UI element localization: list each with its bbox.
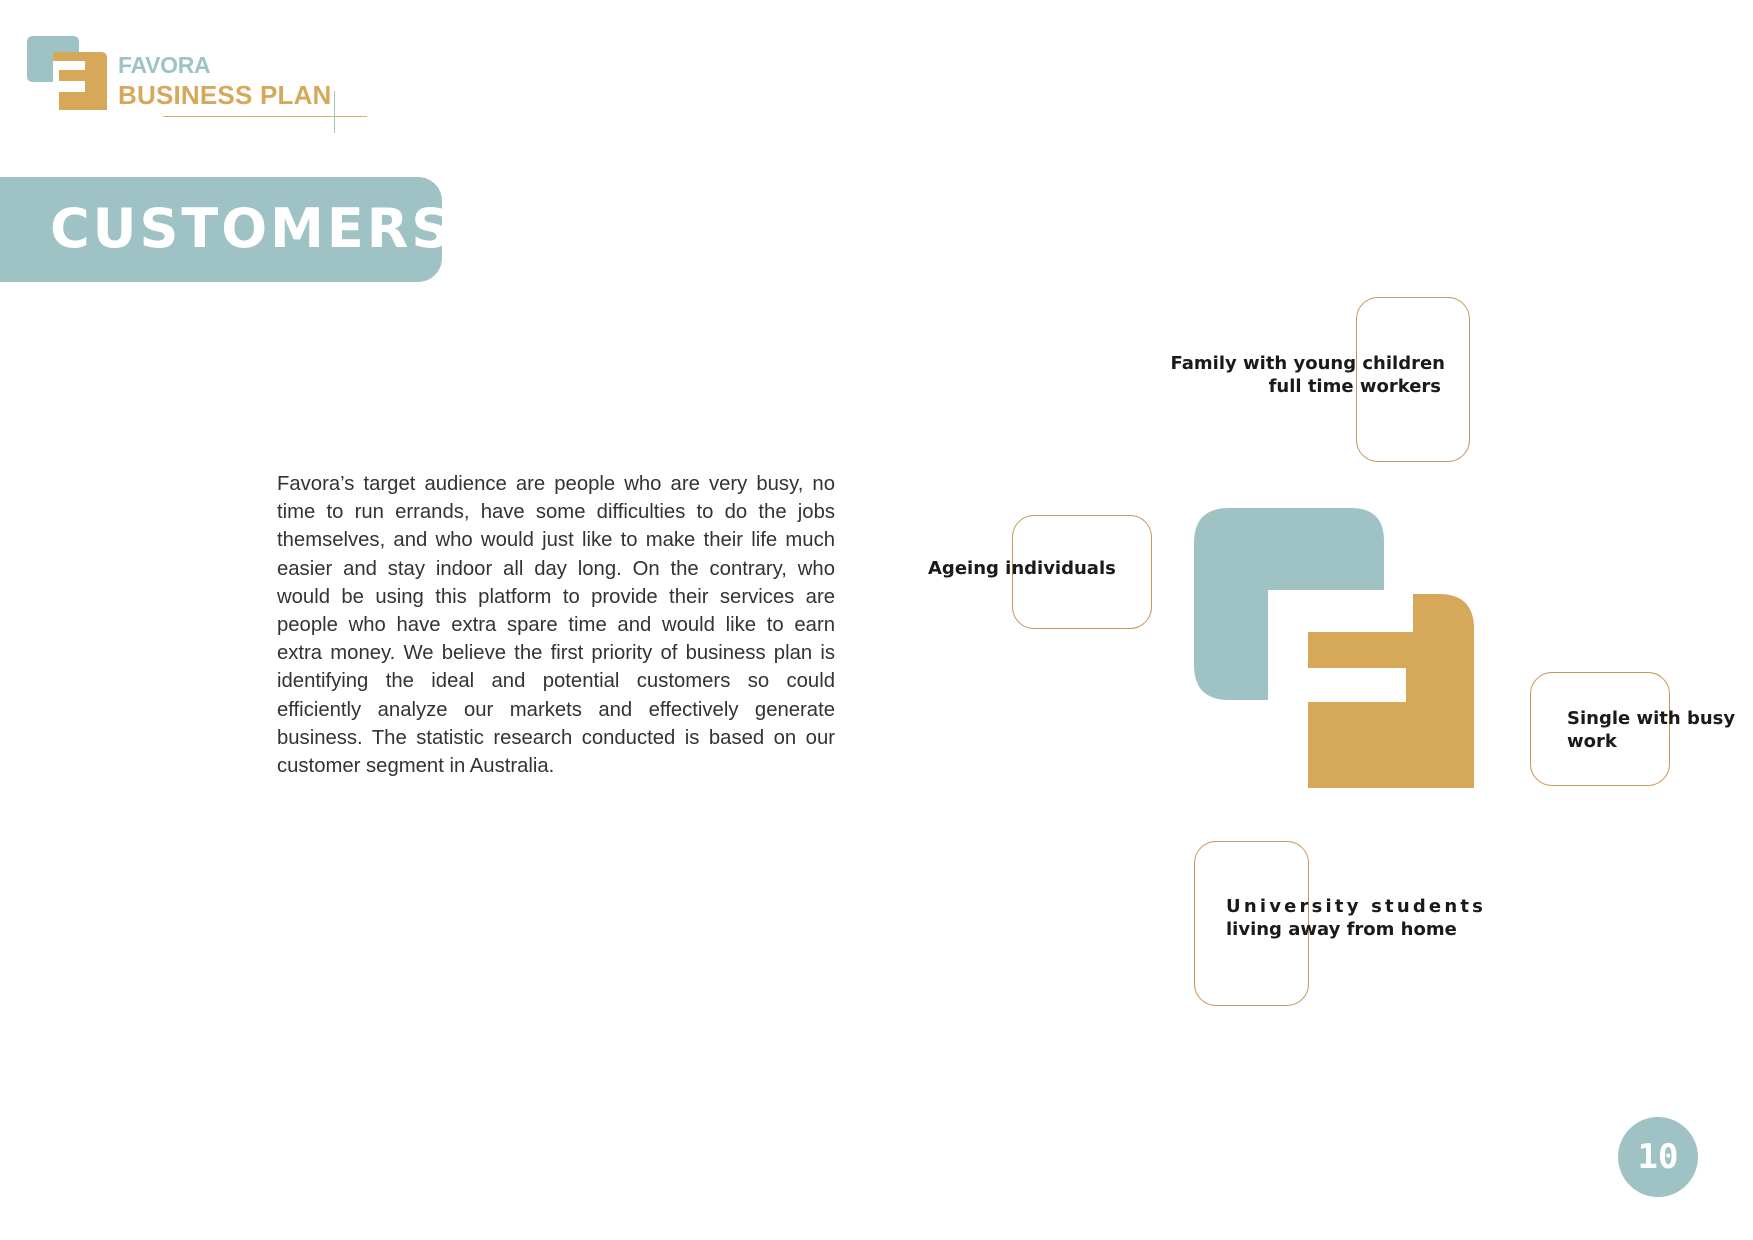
segment-single-label: Single with busy work bbox=[1567, 707, 1735, 753]
segment-ageing-line1: Ageing individuals bbox=[928, 558, 1116, 579]
segment-students-line1: University students bbox=[1226, 896, 1487, 917]
segment-family-frame bbox=[1356, 297, 1470, 462]
favora-large-logo-icon bbox=[1194, 508, 1474, 788]
brand-subtitle: BUSINESS PLAN bbox=[118, 80, 332, 110]
segment-single-line1: Single with busy bbox=[1567, 708, 1736, 729]
segment-ageing-label: Ageing individuals bbox=[928, 557, 1116, 580]
favora-logo-icon bbox=[27, 36, 107, 110]
section-banner: CUSTOMERS bbox=[0, 177, 450, 282]
segment-students-frame bbox=[1194, 841, 1309, 1006]
segment-students-line2: living away from home bbox=[1226, 919, 1457, 940]
body-paragraph: Favora’s target audience are people who … bbox=[277, 473, 835, 778]
header-divider-vertical bbox=[334, 91, 335, 133]
segment-single-frame bbox=[1530, 672, 1670, 786]
segment-family-label: Family with young children full time wor… bbox=[1170, 352, 1445, 398]
brand-name: FAVORA bbox=[118, 52, 211, 78]
segment-family-line1: Family with young children bbox=[1170, 353, 1445, 374]
header-divider-horizontal bbox=[163, 116, 367, 117]
page-number-badge: 10 bbox=[1618, 1117, 1698, 1197]
segment-ageing-frame bbox=[1012, 515, 1152, 629]
section-title: CUSTOMERS bbox=[50, 197, 454, 260]
segment-single-line2: work bbox=[1567, 731, 1617, 752]
segment-students-label: University students living away from hom… bbox=[1226, 895, 1486, 941]
segment-family-line2: full time workers bbox=[1268, 376, 1441, 397]
page-number: 10 bbox=[1637, 1137, 1679, 1177]
